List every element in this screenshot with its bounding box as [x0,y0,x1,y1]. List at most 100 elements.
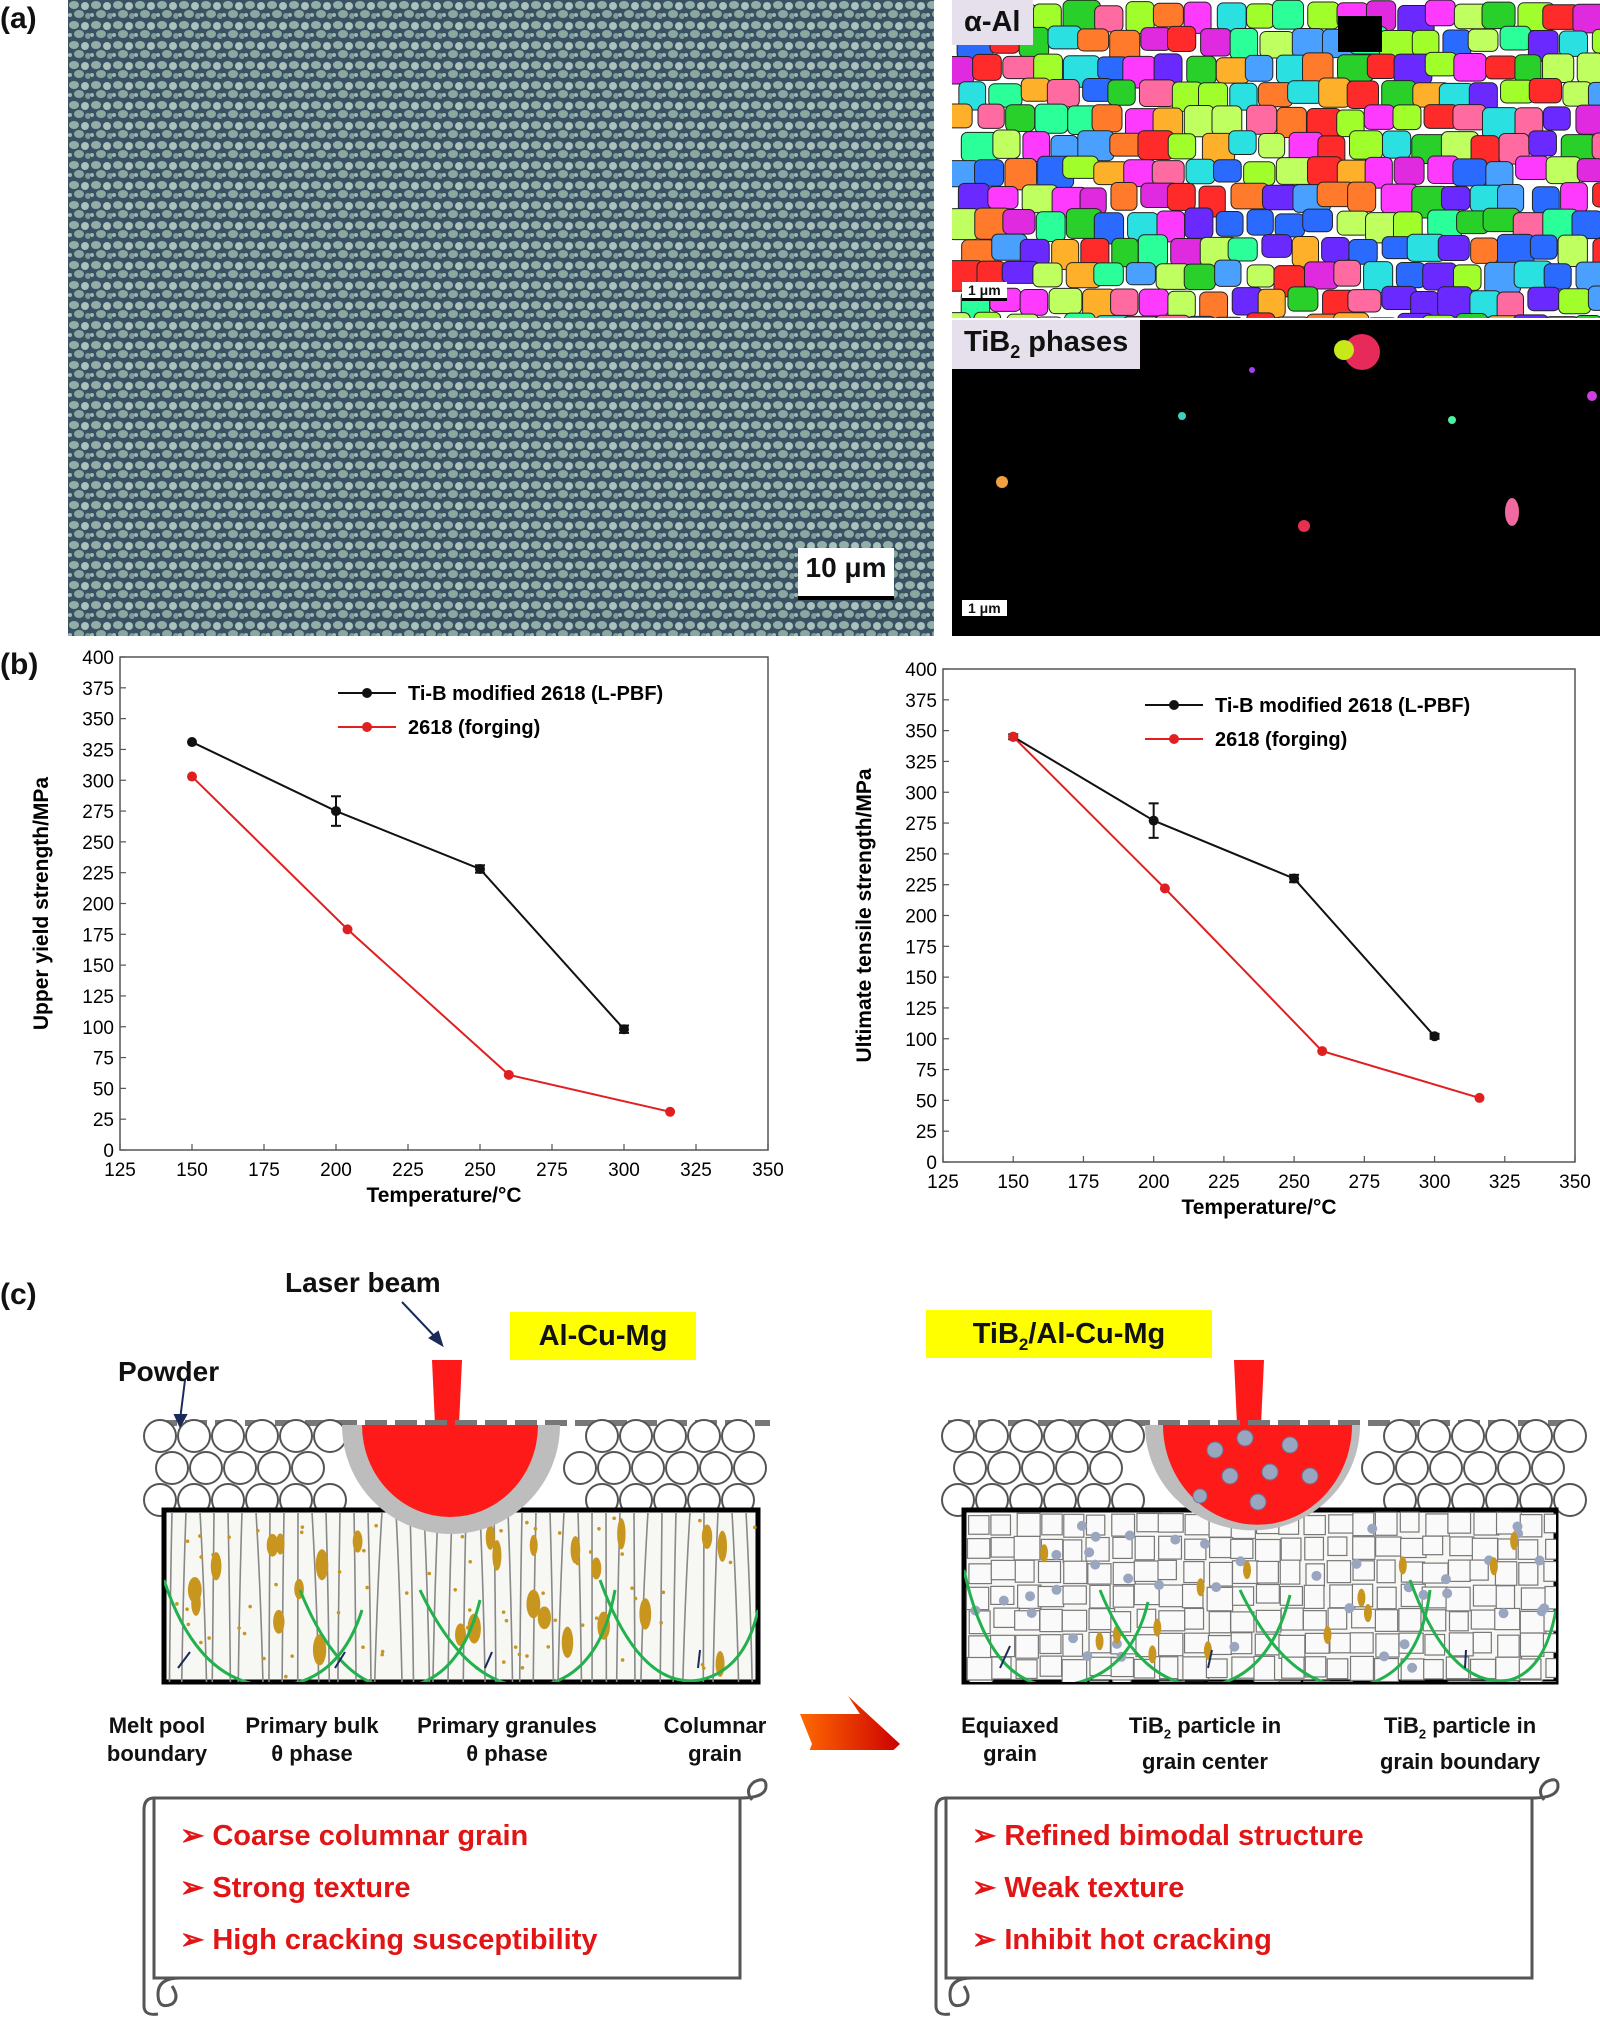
equiaxed-grain-cell [1063,1684,1082,1704]
y-tick-label: 375 [82,679,114,700]
equiaxed-grain-cell [1541,1680,1556,1682]
tib2-particle [1229,1641,1240,1652]
tib2-particle [1311,1570,1322,1581]
columnar-grain-line [423,1511,431,1682]
theta-granule [596,1572,600,1577]
caption-primary-bulk: Primary bulk θ phase [232,1712,392,1768]
data-point [342,924,353,935]
equiaxed-grain-cell [1375,1536,1402,1557]
tib2-particle [1367,1523,1378,1534]
micrograph-scale-bar: 10 μm [798,548,894,600]
legend-label: 2618 (forging) [1215,729,1347,751]
ebsd-tib2-particles [996,334,1597,532]
powder-particle [143,1419,177,1453]
right-scroll-text-1: Refined bimodal structure [1004,1820,1364,1852]
caption-tib2-center-l1: TiB2 particle in [1105,1712,1305,1748]
caption-tib2-boundary-l2: grain boundary [1379,1749,1541,1775]
x-axis-label: Temperature/°C [1181,1196,1336,1219]
theta-granule [630,1586,634,1590]
theta-granule [185,1539,190,1544]
powder-particle [1043,1419,1077,1453]
y-tick-label: 300 [82,771,114,792]
grain [1183,104,1215,138]
equiaxed-grain-cell [1061,1609,1088,1632]
tib2-particle [1407,1662,1418,1673]
equiaxed-grain-cell [1304,1656,1327,1678]
right-tib2-in-melt [1192,1429,1319,1511]
equiaxed-grain-cell [1133,1560,1161,1583]
y-tick-label: 375 [905,691,937,712]
powder-particle [1429,1451,1463,1485]
grain [973,311,1002,318]
caption-tib2-center-rest: particle in [1171,1713,1282,1738]
equiaxed-grain-cell [1400,1683,1422,1705]
caption-primary-granules: Primary granules θ phase [400,1712,614,1768]
grain [1382,130,1412,159]
columnar-grain-line [493,1511,497,1682]
grain [1515,155,1550,181]
columnar-grain-line [180,1511,187,1682]
powder-particle [721,1419,755,1453]
y-tick-label: 250 [905,845,937,866]
grain [1528,78,1563,104]
data-point [665,1106,676,1117]
equiaxed-grain-cell [1517,1539,1539,1560]
tib2-particle [1539,1603,1550,1614]
tib2-particle [1442,1588,1453,1599]
left-alloy-title: Al-Cu-Mg [510,1312,696,1360]
grain [1228,130,1257,156]
equiaxed-grain-cell [1374,1511,1398,1536]
powder-particle [953,1451,987,1485]
ebsd-tib2-label-main: TiB [964,326,1011,358]
equiaxed-grain-cell [1349,1632,1374,1654]
caption-melt-pool-l2: boundary [106,1741,208,1766]
primary-theta-phase [191,1590,201,1616]
data-point [1317,1046,1328,1057]
equiaxed-grain-cell [966,1538,991,1559]
caption-equiaxed-grain: Equiaxed grain [950,1712,1070,1768]
tib2-particle [1068,1633,1079,1644]
powder-particle [1485,1419,1519,1453]
grain [1545,316,1579,318]
ebsd-bottom-scale-bar: 1 μm [962,600,1007,619]
grain [960,131,999,163]
equiaxed-grain-cell [1376,1559,1396,1584]
grain [1020,77,1051,102]
grain [1166,182,1196,211]
equiaxed-grain-cell [990,1514,1012,1536]
y-tick-label: 200 [82,895,114,916]
equiaxed-grain-cell [1281,1656,1305,1679]
equiaxed-grain-cell [1234,1683,1260,1707]
grain [1366,53,1397,80]
powder-particle [1553,1483,1587,1517]
grain [1155,314,1190,318]
grain [1424,0,1456,27]
left-scroll-list: ➢ Coarse columnar grain ➢ Strong texture… [180,1810,598,1966]
tib2-particle [1351,1558,1362,1569]
grain [952,55,975,85]
powder-particle [313,1419,347,1453]
theta-granule [237,1626,241,1630]
theta-granule [227,1535,231,1539]
grain [1575,315,1600,318]
equiaxed-grain-cell [1015,1634,1039,1659]
grain [1110,181,1138,211]
theta-granule [198,1534,202,1538]
equiaxed-grain-cell [1448,1611,1469,1632]
equiaxed-grain-cell [1278,1680,1302,1682]
x-tick-label: 175 [1068,1172,1100,1193]
equiaxed-grain-cell [1279,1585,1304,1606]
theta-granule [541,1591,545,1595]
theta-granule [513,1645,518,1649]
grain [1199,291,1229,318]
theta-granule [453,1588,457,1592]
ebsd-tib2-label-sub: 2 [1010,341,1021,362]
equiaxed-grain-cell [1448,1632,1474,1657]
theta-phase [1040,1544,1049,1563]
x-tick-label: 125 [927,1172,959,1193]
tib2-particle [1090,1531,1101,1542]
powder-particle [1055,1451,1089,1485]
columnar-grain-line [373,1511,383,1682]
y-tick-label: 275 [905,814,937,835]
theta-granule [299,1530,304,1535]
